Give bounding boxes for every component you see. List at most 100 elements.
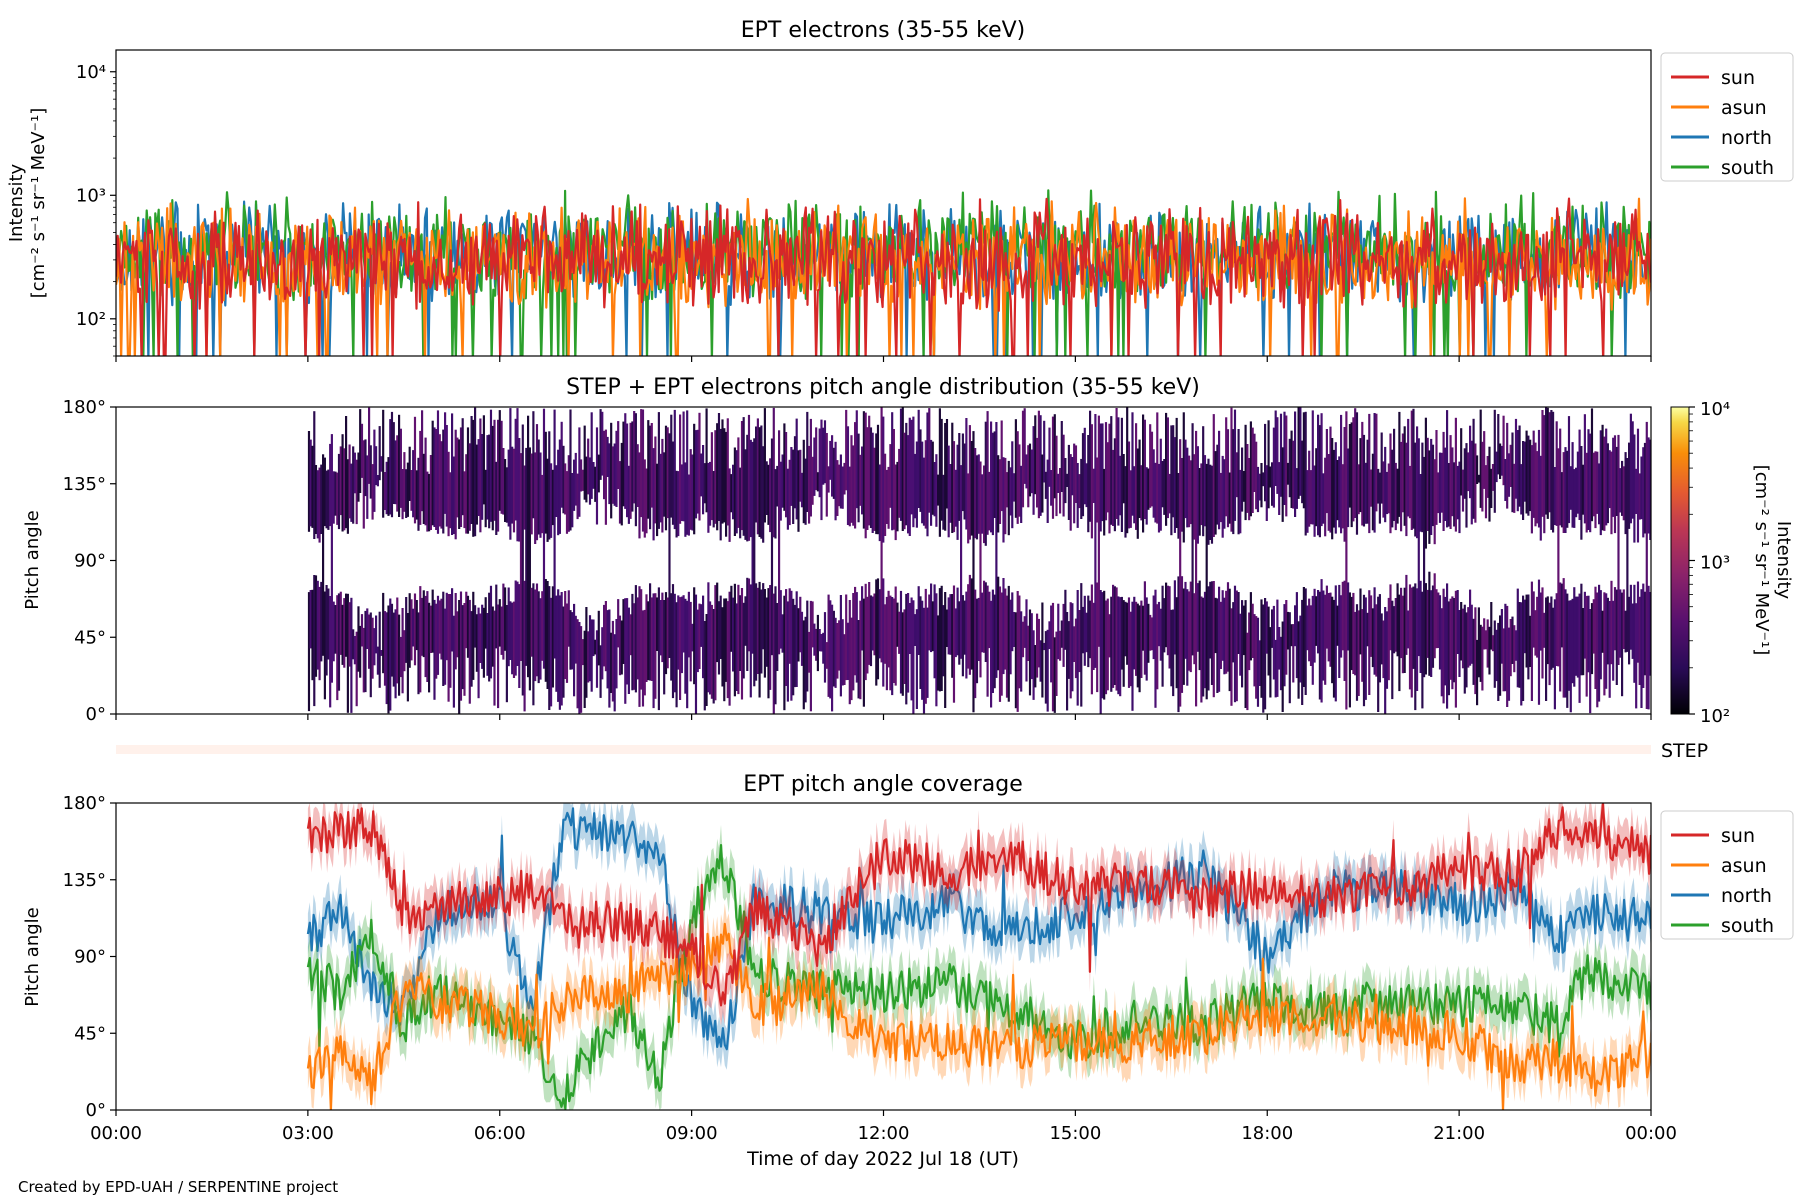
legend-label-north: north: [1721, 127, 1772, 149]
heatmap-cell: [1115, 408, 1118, 519]
heatmap-cell: [544, 579, 547, 682]
heatmap-cell: [421, 597, 424, 656]
heatmap-cell: [998, 459, 1002, 524]
heatmap-cell: [389, 419, 392, 515]
heatmap-cell: [707, 462, 710, 533]
y-tick-label: 10³: [76, 185, 106, 206]
heatmap-cell: [1334, 585, 1337, 702]
heatmap-cell: [1615, 446, 1618, 516]
heatmap-cell: [1387, 597, 1390, 681]
heatmap-cell: [592, 619, 595, 657]
heatmap-cell: [887, 466, 890, 529]
heatmap-cell: [329, 596, 332, 708]
heatmap-cell: [1265, 465, 1268, 521]
heatmap-cell: [762, 446, 765, 543]
heatmap-cell: [829, 440, 832, 480]
heatmap-cell: [530, 587, 533, 657]
heatmap-cell: [314, 575, 318, 677]
heatmap-cell: [601, 627, 604, 680]
heatmap-cell: [735, 450, 738, 534]
heatmap-cell: [836, 623, 839, 679]
heatmap-cell: [1599, 430, 1602, 536]
heatmap-cell: [758, 427, 761, 537]
heatmap-cell: [495, 461, 498, 535]
heatmap-cell: [1357, 610, 1360, 696]
heatmap-cell: [1272, 605, 1275, 680]
heatmap-cell: [864, 412, 867, 539]
heatmap-cell: [1380, 432, 1383, 504]
heatmap-cell: [435, 603, 438, 679]
heatmap-cell: [1529, 615, 1532, 667]
heatmap-cell: [463, 603, 466, 696]
heatmap-cell: [489, 585, 493, 679]
heatmap-cell: [369, 612, 372, 698]
heatmap-cell: [716, 582, 719, 663]
heatmap-cell: [364, 439, 367, 497]
heatmap-cell: [327, 588, 330, 660]
heatmap-cell: [1011, 592, 1014, 652]
heatmap-cell: [337, 453, 341, 530]
heatmap-cell: [1166, 417, 1169, 519]
heatmap-cell: [889, 444, 892, 508]
heatmap-cell: [527, 415, 530, 678]
heatmap-cell: [657, 587, 660, 711]
heatmap-cell: [318, 467, 321, 543]
step-strip: [116, 745, 1651, 754]
heatmap-cell: [1212, 581, 1215, 698]
heatmap-cell: [1564, 589, 1567, 698]
heatmap-cell: [458, 439, 461, 529]
heatmap-cell: [841, 619, 844, 686]
heatmap-cell: [944, 592, 947, 708]
heatmap-cell: [620, 620, 623, 675]
panel1-frame: [115, 49, 1652, 357]
heatmap-cell: [392, 612, 395, 687]
heatmap-cell: [1499, 443, 1502, 479]
heatmap-cell: [1311, 595, 1314, 685]
heatmap-cell: [1025, 599, 1028, 682]
x-tick-label: 00:00: [1625, 1123, 1677, 1144]
y-tick-label: 45°: [74, 1023, 106, 1044]
heatmap-cell: [1545, 597, 1548, 701]
heatmap-cell: [907, 435, 910, 534]
legend-label-asun: asun: [1721, 97, 1767, 119]
heatmap-cell: [1223, 459, 1226, 529]
heatmap-cell: [1226, 582, 1230, 672]
heatmap-cell: [1629, 584, 1632, 650]
heatmap-cell: [387, 457, 390, 516]
heatmap-cell: [535, 424, 539, 541]
heatmap-cell: [451, 413, 454, 535]
heatmap-cell: [800, 611, 804, 666]
heatmap-cell: [1119, 597, 1122, 697]
heatmap-cell: [797, 608, 800, 662]
heatmap-cell: [1173, 580, 1176, 655]
heatmap-cell: [1435, 430, 1438, 525]
heatmap-cell: [945, 419, 949, 509]
heatmap-cell: [1027, 445, 1030, 508]
heatmap-cell: [1461, 608, 1465, 669]
heatmap-cell: [1168, 586, 1171, 669]
heatmap-cell: [905, 593, 908, 705]
heatmap-cell: [590, 412, 593, 499]
heatmap-cell: [422, 590, 425, 658]
colorbar-label-line1: Intensity: [1773, 521, 1794, 600]
heatmap-cell: [1000, 592, 1003, 696]
heatmap-cell: [746, 577, 749, 671]
heatmap-cell: [1309, 605, 1313, 666]
panel2-ylabel: Pitch angle: [22, 510, 43, 609]
heatmap-cell: [1444, 447, 1447, 521]
heatmap-cell: [348, 602, 351, 667]
heatmap-cell: [481, 604, 484, 669]
heatmap-cell: [1184, 439, 1187, 519]
heatmap-cell: [785, 432, 788, 518]
heatmap-cell: [1387, 463, 1390, 514]
heatmap-cell: [1004, 457, 1007, 535]
heatmap-cell: [859, 454, 862, 506]
heatmap-cell: [797, 450, 800, 532]
heatmap-cell: [376, 646, 379, 675]
heatmap-cell: [458, 600, 461, 714]
heatmap-cell: [398, 414, 401, 517]
heatmap-cell: [1461, 469, 1465, 512]
heatmap-cell: [410, 470, 413, 511]
heatmap-cell: [1067, 444, 1070, 520]
heatmap-cell: [988, 591, 991, 649]
